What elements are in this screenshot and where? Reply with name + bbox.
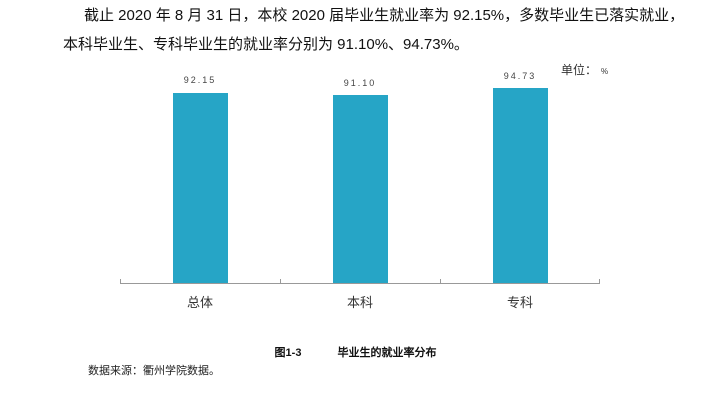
value-label-junior: 94.73	[503, 71, 537, 81]
bar-undergrad	[333, 95, 388, 283]
x-tick	[120, 279, 121, 284]
data-source: 数据来源：衢州学院数据。	[88, 365, 220, 377]
figure-number: 图1-3	[274, 347, 302, 359]
paragraph-line-1: 截止 2020 年 8 月 31 日，本校 2020 届毕业生就业率为 92.1…	[84, 7, 685, 24]
x-tick	[599, 279, 600, 284]
bar-total	[173, 93, 228, 283]
category-label-total: 总体	[186, 295, 213, 310]
value-label-undergrad: 91.10	[343, 78, 377, 88]
bar-junior	[493, 88, 548, 283]
x-tick	[440, 279, 441, 284]
unit-symbol: %	[601, 67, 609, 76]
figure-caption: 图1-3 毕业生的就业率分布	[0, 344, 711, 360]
category-label-undergrad: 本科	[346, 295, 373, 310]
category-label-junior: 专科	[506, 295, 533, 310]
figure-title: 毕业生的就业率分布	[337, 347, 437, 359]
unit-label: 单位：%	[561, 61, 608, 78]
paragraph-line-2: 本科毕业生、专科毕业生的就业率分别为 91.10%、94.73%。	[63, 36, 469, 53]
x-axis	[120, 283, 600, 284]
x-tick	[280, 279, 281, 284]
unit-text: 单位：	[561, 63, 598, 77]
value-label-total: 92.15	[183, 75, 217, 85]
